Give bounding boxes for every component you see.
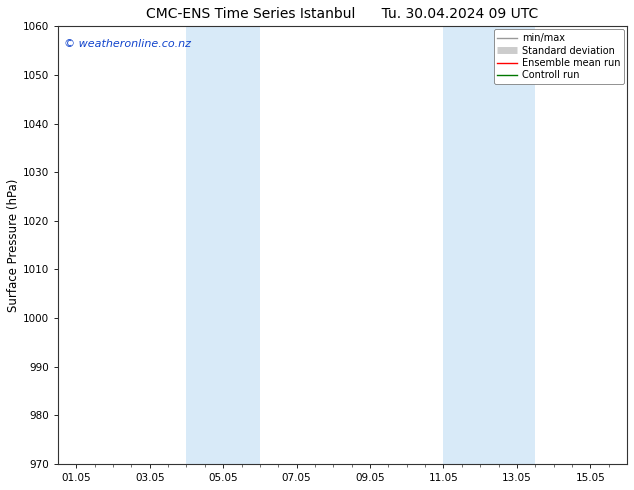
Legend: min/max, Standard deviation, Ensemble mean run, Controll run: min/max, Standard deviation, Ensemble me… (493, 29, 624, 84)
Text: © weatheronline.co.nz: © weatheronline.co.nz (63, 39, 191, 49)
Title: CMC-ENS Time Series Istanbul      Tu. 30.04.2024 09 UTC: CMC-ENS Time Series Istanbul Tu. 30.04.2… (146, 7, 539, 21)
Bar (444, 26, 535, 464)
Y-axis label: Surface Pressure (hPa): Surface Pressure (hPa) (7, 178, 20, 312)
Bar (186, 26, 260, 464)
